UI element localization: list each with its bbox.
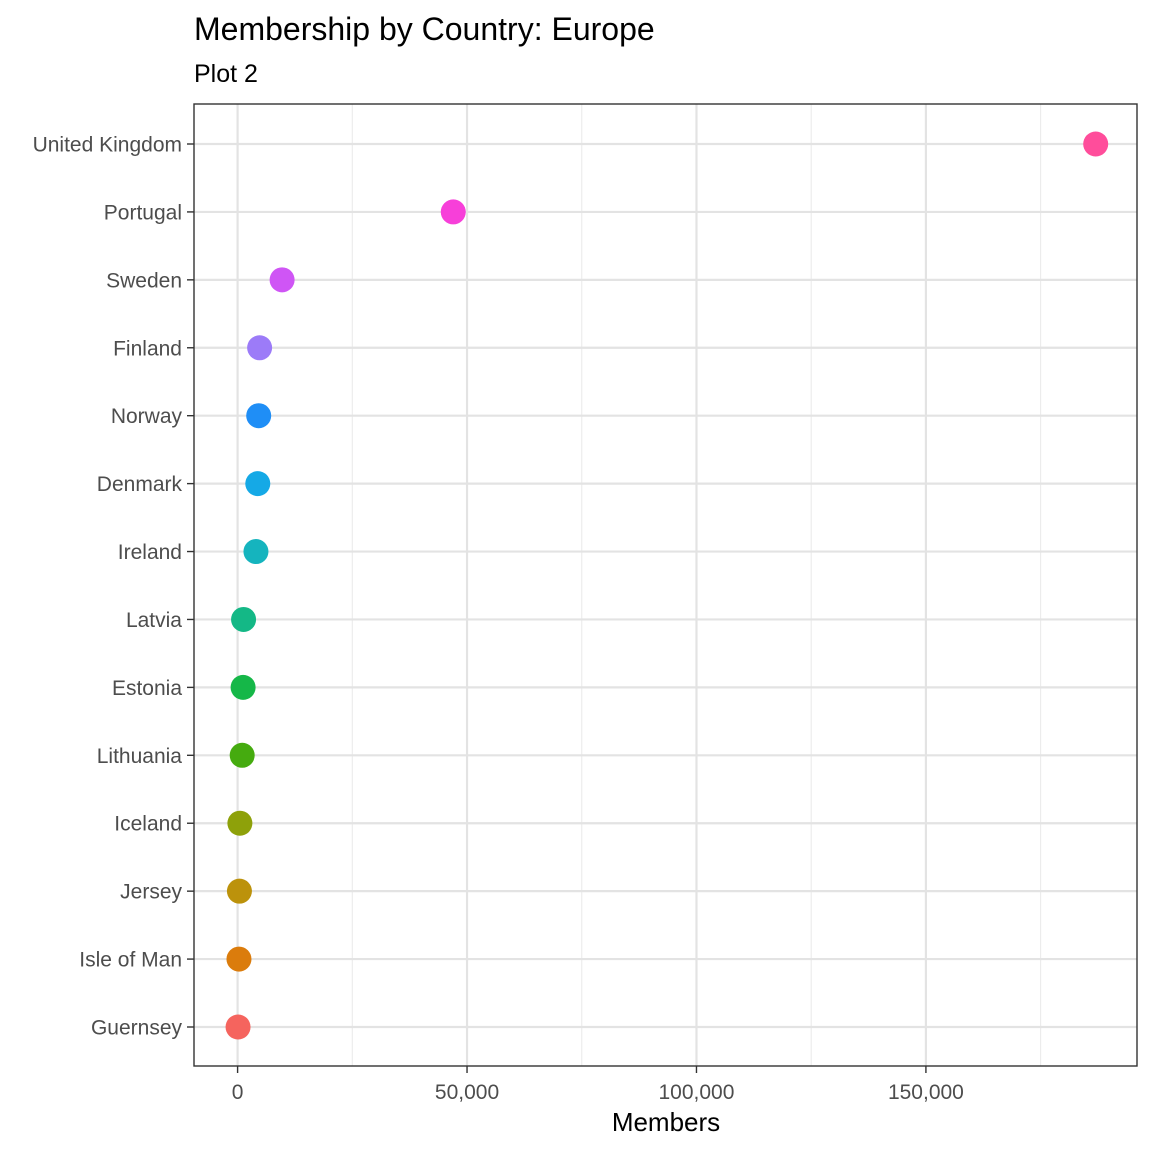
x-tick-label: 0 bbox=[232, 1081, 244, 1104]
data-point bbox=[226, 946, 252, 972]
plot-panel bbox=[193, 103, 1138, 1067]
y-tick-label: Ireland bbox=[118, 541, 182, 564]
y-tick-label: Latvia bbox=[126, 609, 182, 632]
data-point bbox=[225, 1014, 251, 1040]
data-point bbox=[1083, 131, 1109, 157]
y-tick-label: Denmark bbox=[97, 473, 183, 496]
y-tick-label: Sweden bbox=[106, 269, 182, 292]
data-point bbox=[231, 606, 257, 632]
x-axis: 0 50,000 100,000 150,000 bbox=[232, 1066, 964, 1104]
y-tick-label: Iceland bbox=[114, 813, 182, 836]
panel-border bbox=[193, 103, 1138, 1067]
data-point bbox=[227, 810, 253, 836]
y-tick-label: Guernsey bbox=[91, 1017, 183, 1040]
y-tick-label: Isle of Man bbox=[79, 949, 182, 972]
data-point bbox=[230, 674, 256, 700]
data-point bbox=[440, 199, 466, 225]
y-tick-label: Jersey bbox=[120, 881, 182, 904]
y-tick-label: Lithuania bbox=[97, 745, 183, 768]
y-tick-label: United Kingdom bbox=[33, 134, 182, 157]
data-point bbox=[269, 267, 295, 293]
panel-background bbox=[194, 104, 1137, 1066]
x-tick-label: 50,000 bbox=[435, 1081, 499, 1104]
y-tick-label: Estonia bbox=[112, 677, 182, 700]
chart-title: Membership by Country: Europe bbox=[194, 11, 655, 47]
y-tick-label: Norway bbox=[111, 405, 183, 428]
data-point bbox=[245, 471, 271, 497]
data-point bbox=[229, 742, 255, 768]
data-point bbox=[226, 878, 252, 904]
x-axis-title: Members bbox=[612, 1107, 720, 1137]
y-tick-label: Finland bbox=[113, 337, 182, 360]
x-tick-label: 100,000 bbox=[659, 1081, 735, 1104]
y-axis: Guernsey Isle of Man Jersey Iceland Lithuani… bbox=[33, 134, 194, 1040]
data-point bbox=[247, 335, 273, 361]
y-tick-label: Portugal bbox=[104, 201, 182, 224]
data-point bbox=[246, 403, 272, 429]
chart-subtitle: Plot 2 bbox=[194, 60, 258, 88]
x-tick-label: 150,000 bbox=[888, 1081, 964, 1104]
data-point bbox=[243, 539, 269, 565]
